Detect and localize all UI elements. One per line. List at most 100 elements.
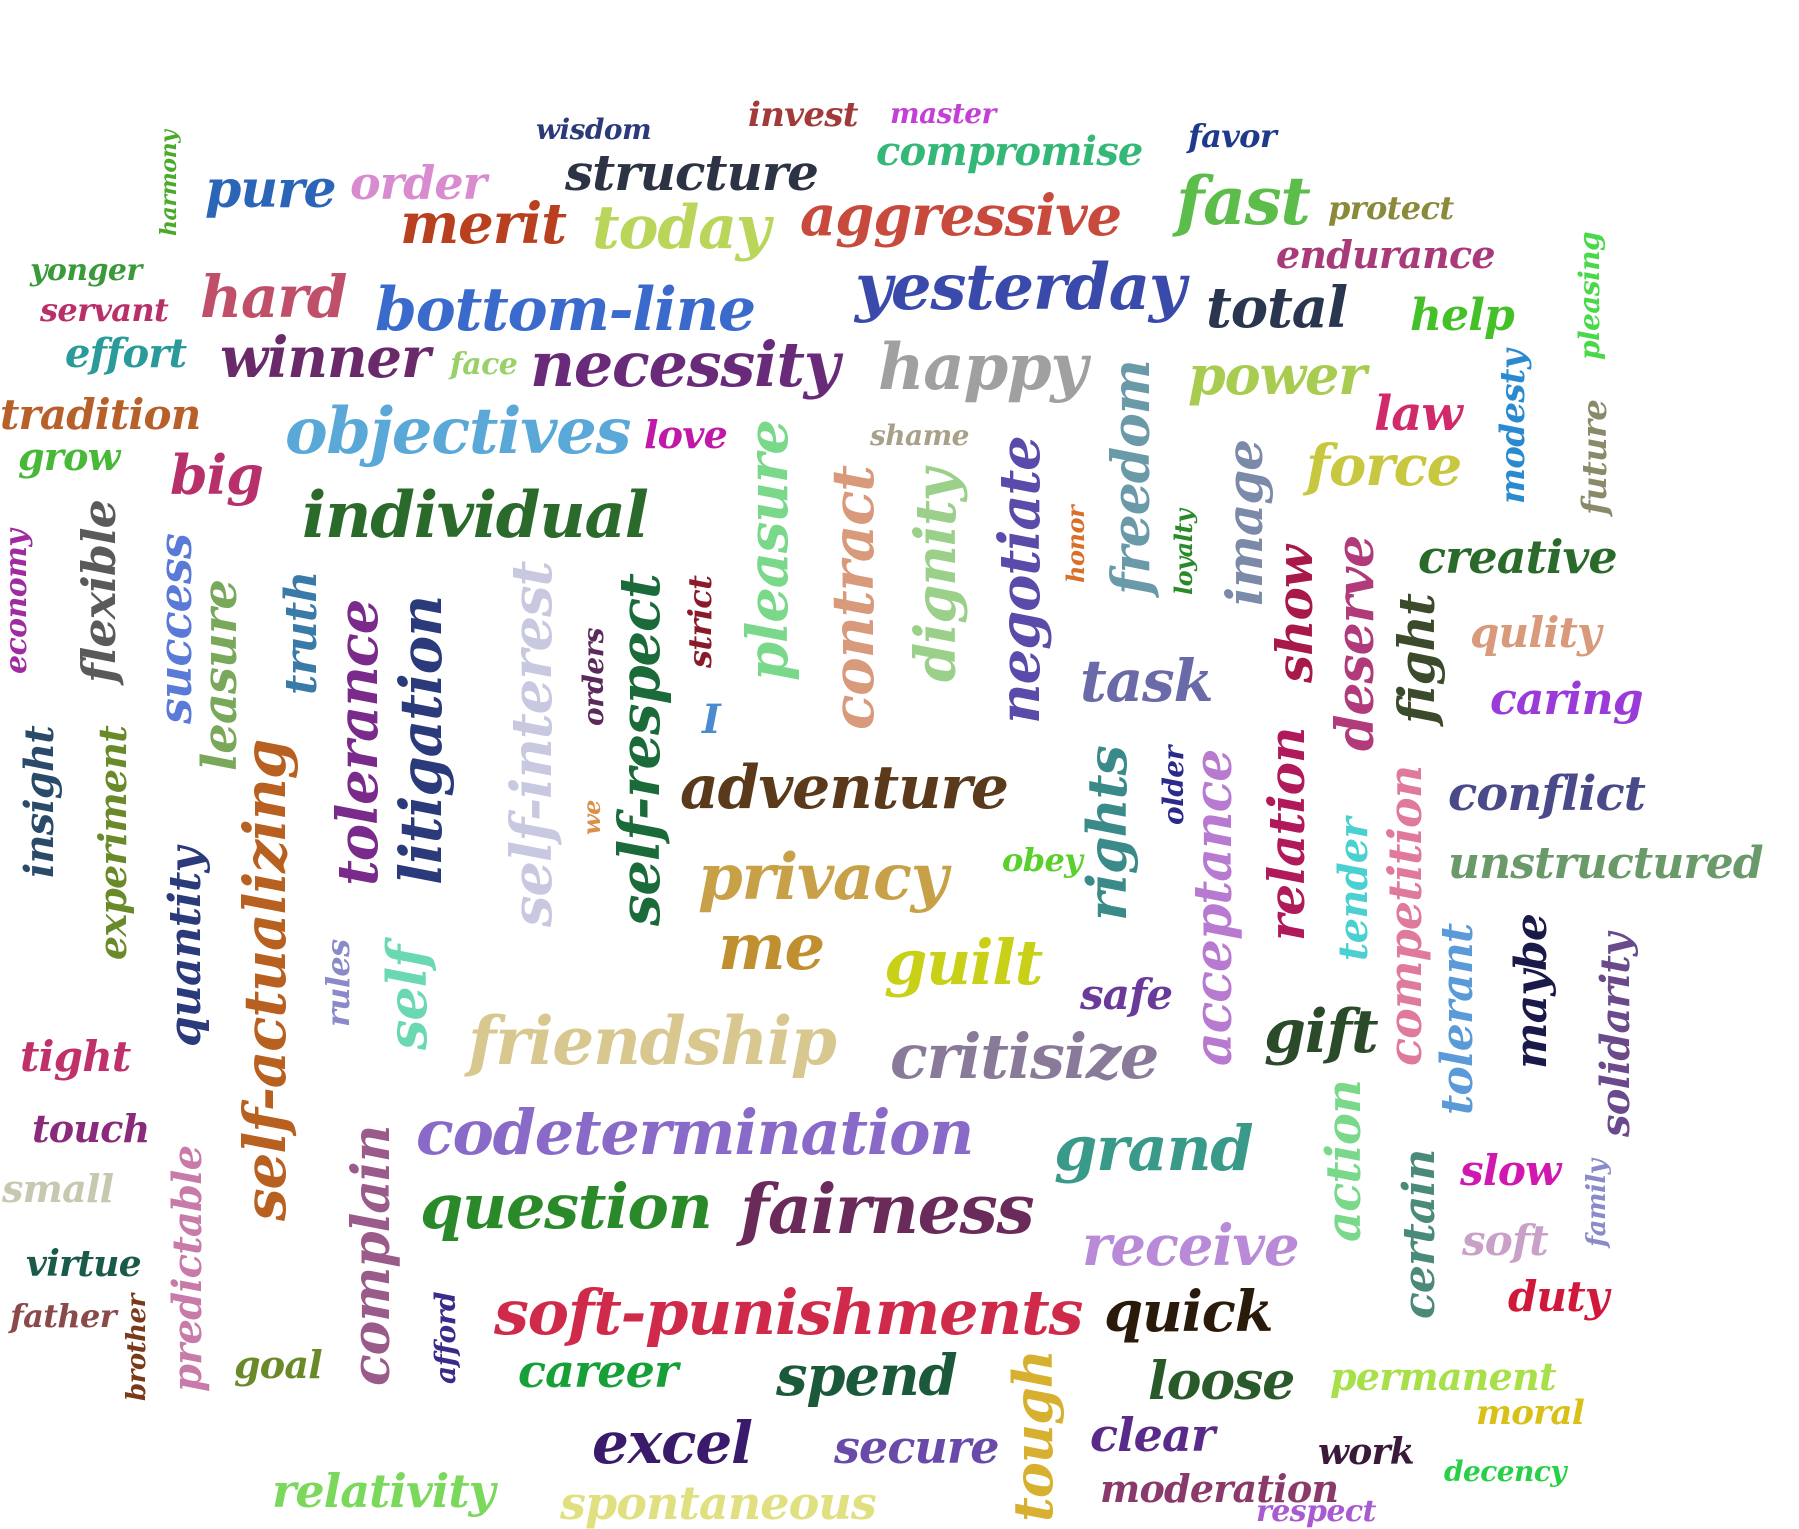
cloud-word: safe — [1080, 970, 1173, 1019]
cloud-word: moral — [1476, 1393, 1585, 1433]
cloud-word: contract — [819, 466, 887, 730]
cloud-word: structure — [565, 143, 819, 202]
cloud-word: conflict — [1448, 766, 1646, 822]
cloud-word: tolerance — [325, 599, 391, 886]
cloud-word: work — [1318, 1431, 1415, 1473]
cloud-word: insight — [16, 726, 63, 878]
cloud-word: I — [702, 696, 721, 743]
cloud-word: loyalty — [1169, 509, 1198, 595]
cloud-word: receive — [1082, 1213, 1300, 1279]
cloud-word: me — [718, 910, 825, 985]
cloud-word: clear — [1090, 1408, 1215, 1462]
cloud-word: yesterday — [855, 250, 1186, 325]
cloud-word: qulity — [1470, 608, 1601, 657]
cloud-word: future — [1575, 399, 1615, 515]
cloud-word: gift — [1264, 997, 1379, 1067]
cloud-word: quantity — [160, 847, 211, 1047]
cloud-word: dignity — [903, 469, 969, 682]
cloud-word: duty — [1508, 1272, 1609, 1321]
cloud-word: unstructured — [1448, 838, 1764, 889]
cloud-word: tender — [1330, 818, 1377, 961]
cloud-word: family — [1582, 1159, 1612, 1247]
cloud-word: self-actualizing — [231, 739, 299, 1221]
cloud-word: complain — [341, 1125, 402, 1386]
cloud-word: goal — [234, 1342, 323, 1387]
cloud-word: invest — [748, 95, 858, 135]
cloud-word: self — [375, 945, 439, 1050]
cloud-word: wisdom — [536, 113, 652, 146]
cloud-word: virtue — [26, 1243, 142, 1285]
cloud-word: show — [1265, 546, 1324, 683]
cloud-word: merit — [400, 191, 567, 257]
cloud-word: excel — [592, 1409, 753, 1477]
cloud-word: favor — [1188, 117, 1277, 155]
cloud-word: winner — [220, 325, 430, 391]
cloud-word: force — [1306, 433, 1462, 499]
cloud-word: order — [350, 156, 487, 210]
cloud-word: pleasing — [1573, 231, 1606, 360]
cloud-word: endurance — [1276, 232, 1496, 277]
cloud-word: relativity — [272, 1464, 495, 1518]
cloud-word: soft-punishments — [494, 1276, 1083, 1349]
cloud-word: flexible — [72, 500, 126, 683]
cloud-word: permanent — [1330, 1354, 1557, 1399]
cloud-word: obey — [1002, 841, 1083, 879]
cloud-word: quick — [1104, 1279, 1274, 1345]
cloud-word: negotiate — [987, 436, 1053, 724]
cloud-word: necessity — [530, 328, 840, 401]
cloud-word: love — [644, 412, 728, 457]
cloud-word: spend — [776, 1343, 958, 1409]
cloud-word: small — [2, 1166, 114, 1211]
cloud-word: tight — [20, 1032, 131, 1081]
cloud-word: action — [1316, 1080, 1372, 1242]
cloud-word: relation — [1257, 727, 1316, 941]
cloud-word: spontaneous — [560, 1476, 877, 1529]
cloud-word: help — [1410, 290, 1515, 341]
cloud-word: image — [1215, 439, 1274, 606]
cloud-word: guilt — [884, 926, 1043, 999]
cloud-word: rights — [1075, 746, 1139, 921]
cloud-word: respect — [1256, 1494, 1376, 1529]
cloud-word: acceptance — [1183, 749, 1244, 1066]
cloud-word: bottom-line — [375, 275, 756, 345]
cloud-word: pleasure — [735, 420, 801, 681]
cloud-word: big — [170, 443, 264, 507]
cloud-word: compromise — [876, 128, 1143, 175]
cloud-word: harmony — [156, 130, 182, 237]
cloud-word: freedom — [1101, 360, 1162, 595]
cloud-word: question — [420, 1170, 713, 1243]
cloud-word: privacy — [698, 840, 948, 915]
cloud-word: objectives — [285, 394, 632, 469]
cloud-word: experiment — [90, 725, 135, 960]
cloud-word: loose — [1148, 1351, 1295, 1412]
cloud-word: protect — [1328, 189, 1454, 227]
cloud-word: truth — [276, 571, 327, 695]
cloud-word: critisize — [890, 1020, 1159, 1093]
cloud-word: competition — [1378, 765, 1432, 1066]
cloud-word: secure — [834, 1420, 1000, 1474]
cloud-word: brother — [122, 1294, 152, 1401]
cloud-word: deserve — [1325, 535, 1386, 751]
cloud-word: happy — [878, 330, 1088, 405]
cloud-word: modesty — [1493, 350, 1533, 504]
cloud-word: hard — [200, 263, 347, 331]
cloud-word: effort — [65, 330, 187, 377]
cloud-word: moderation — [1100, 1466, 1339, 1511]
cloud-word: certain — [1394, 1149, 1445, 1319]
cloud-word: afford — [429, 1292, 462, 1384]
cloud-word: fairness — [740, 1170, 1035, 1250]
cloud-word: total — [1206, 275, 1348, 341]
cloud-word: litigation — [387, 595, 455, 885]
cloud-word: orders — [577, 628, 610, 726]
cloud-word: maybe — [1506, 914, 1557, 1069]
cloud-word: soft — [1462, 1216, 1549, 1265]
cloud-word: face — [450, 347, 518, 382]
cloud-word: predictable — [164, 1145, 211, 1392]
cloud-word: codetermination — [416, 1096, 974, 1169]
cloud-word: pure — [205, 159, 337, 220]
cloud-word: solidarity — [1592, 933, 1639, 1137]
cloud-word: grand — [1054, 1112, 1254, 1185]
cloud-word: tough — [1001, 1350, 1065, 1522]
cloud-word: tolerant — [1432, 923, 1483, 1115]
cloud-word: aggressive — [800, 183, 1122, 249]
